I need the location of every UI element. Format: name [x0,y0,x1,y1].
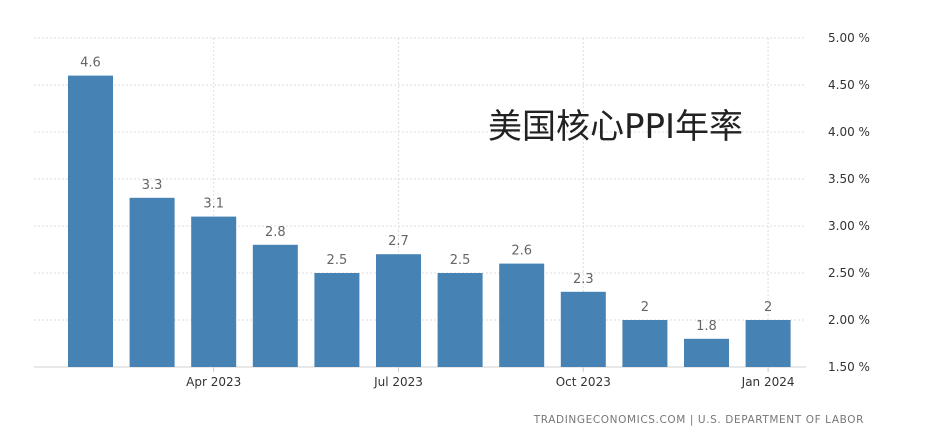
y-tick-label: 4.50 % [828,78,870,92]
bar [68,75,113,367]
data-label: 2 [764,300,772,315]
data-label: 2.3 [573,272,594,287]
x-tick-label: Jan 2024 [741,375,795,389]
y-tick-label: 5.00 % [828,31,870,45]
bar [437,273,483,367]
x-tick-label: Oct 2023 [556,375,611,389]
y-tick-label: 4.00 % [828,125,870,139]
data-label: 3.1 [203,197,224,212]
data-label: 4.6 [80,56,101,71]
y-tick-label: 3.00 % [828,219,870,233]
data-label: 2.5 [450,253,471,268]
x-tick-label: Jul 2023 [373,375,423,389]
bar [191,216,237,367]
data-label: 2.5 [327,253,348,268]
bar [314,273,360,367]
bar [684,338,729,367]
y-tick-label: 3.50 % [828,172,870,186]
y-tick-label: 2.00 % [828,313,870,327]
y-tick-label: 1.50 % [828,360,870,374]
data-label: 2.6 [511,244,532,259]
bar [129,197,175,367]
bars [68,75,791,367]
data-label: 2.8 [265,225,286,240]
y-tick-label: 2.50 % [828,266,870,280]
data-label: 1.8 [696,319,717,334]
bar [376,254,421,367]
bar [745,320,791,367]
x-axis: Apr 2023 Jul 2023 Oct 2023 Jan 2024 [186,367,795,389]
bar [622,320,668,367]
bar [252,244,298,367]
chart-title: 美国核心PPI年率 [488,107,743,147]
bar [499,263,545,367]
x-tick-label: Apr 2023 [186,375,241,389]
data-label: 2 [641,300,649,315]
data-label: 3.3 [142,178,163,193]
source-credit: TRADINGECONOMICS.COM | U.S. DEPARTMENT O… [533,414,864,426]
data-label: 2.7 [388,234,409,249]
y-axis: 1.50 % 2.00 % 2.50 % 3.00 % 3.50 % 4.00 % 4.50… [828,31,870,374]
bar [560,291,606,367]
data-labels: 4.6 3.3 3.1 2.8 2.5 2.7 2.5 2.6 2.3 2 1.8 2 [80,56,772,334]
